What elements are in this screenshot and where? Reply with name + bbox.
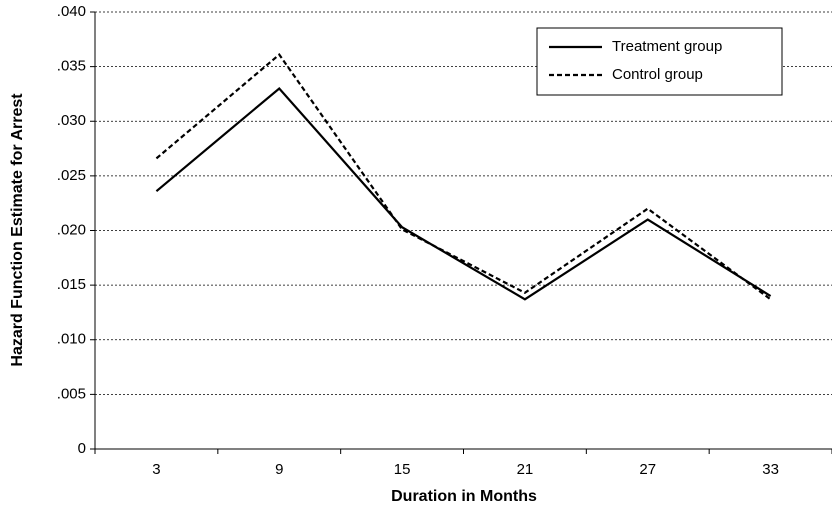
x-tick-label: 21 [517,461,534,478]
series-line [155,86,772,301]
y-tick-label: 0 [78,440,86,457]
y-tick-label: .020 [57,221,86,238]
y-axis-title: Hazard Function Estimate for Arrest [9,93,26,367]
series-line [155,52,772,301]
y-tick-label: .005 [57,385,86,402]
y-tick-label: .030 [57,112,86,129]
y-tick-label: .035 [57,58,86,75]
y-tick-label: .025 [57,167,86,184]
y-tick-label: .015 [57,276,86,293]
y-tick-label: .040 [57,3,86,20]
x-tick-label: 15 [394,461,411,478]
x-tick-label: 3 [152,461,160,478]
legend-box [536,27,783,96]
y-tick-label: .010 [57,331,86,348]
legend-label: Treatment group [612,38,722,55]
x-tick-label: 27 [639,461,656,478]
x-axis-title: Duration in Months [391,488,537,505]
legend-label: Control group [612,66,703,83]
x-tick-label: 33 [762,461,779,478]
x-tick-label: 9 [275,461,283,478]
